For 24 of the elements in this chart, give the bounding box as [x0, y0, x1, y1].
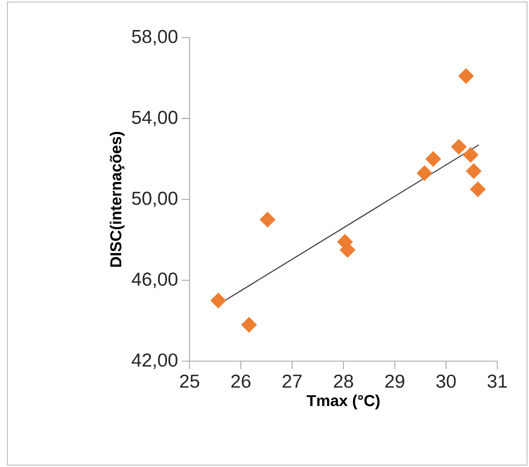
point: [466, 163, 482, 179]
y-axis-title: DISC(internações): [110, 132, 125, 267]
point: [458, 68, 474, 84]
x-axis-title: Tmax (°C): [306, 394, 380, 410]
y-tick-label: 54,00: [132, 110, 178, 126]
x-tick-label: 30: [436, 374, 456, 388]
point: [425, 151, 442, 167]
x-tick-label: 29: [385, 374, 404, 388]
point: [462, 146, 479, 163]
x-tick-label: 27: [282, 374, 302, 388]
point: [416, 165, 432, 181]
point: [241, 316, 257, 333]
y-tick-label: 46,00: [132, 272, 178, 288]
y-tick-label: 58,00: [132, 30, 178, 46]
x-tick-label: 28: [334, 374, 354, 388]
x-tick-label: 25: [180, 374, 200, 388]
y-tick-label: 42,00: [132, 353, 178, 369]
x-tick-label: 26: [231, 374, 250, 388]
x-tick-label: 31: [488, 374, 507, 388]
point: [450, 138, 467, 155]
y-tick-label: 50,00: [132, 192, 178, 208]
point: [210, 292, 226, 308]
point: [260, 212, 276, 228]
point: [470, 181, 486, 198]
